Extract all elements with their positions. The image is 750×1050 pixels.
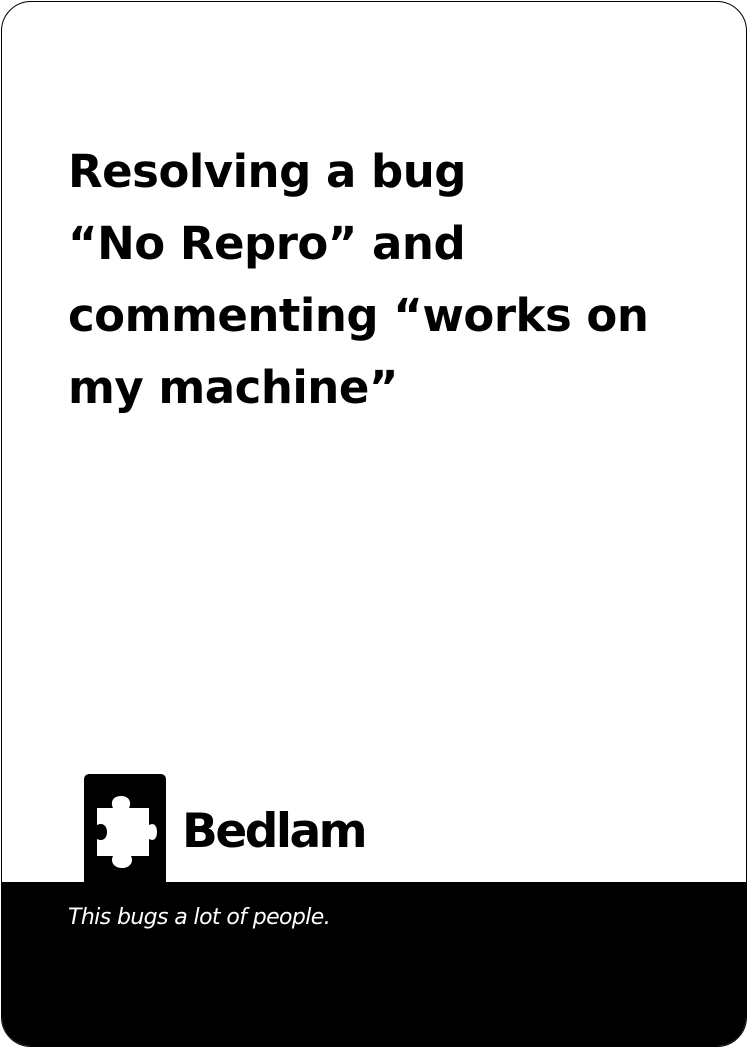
brand-logo	[84, 774, 166, 894]
card-title-line: Resolving a bug	[68, 145, 466, 198]
tagline: This bugs a lot of people.	[68, 905, 331, 930]
brand-name: Bedlam	[182, 804, 368, 859]
card-title: Resolving a bug “No Repro” and commentin…	[68, 136, 708, 424]
card-footer	[2, 882, 746, 1046]
card-title-line: my machine”	[68, 361, 398, 414]
card-title-line: commenting “works on	[68, 289, 649, 342]
puzzle-piece-icon	[97, 796, 157, 868]
card-title-line: “No Repro” and	[68, 217, 466, 270]
